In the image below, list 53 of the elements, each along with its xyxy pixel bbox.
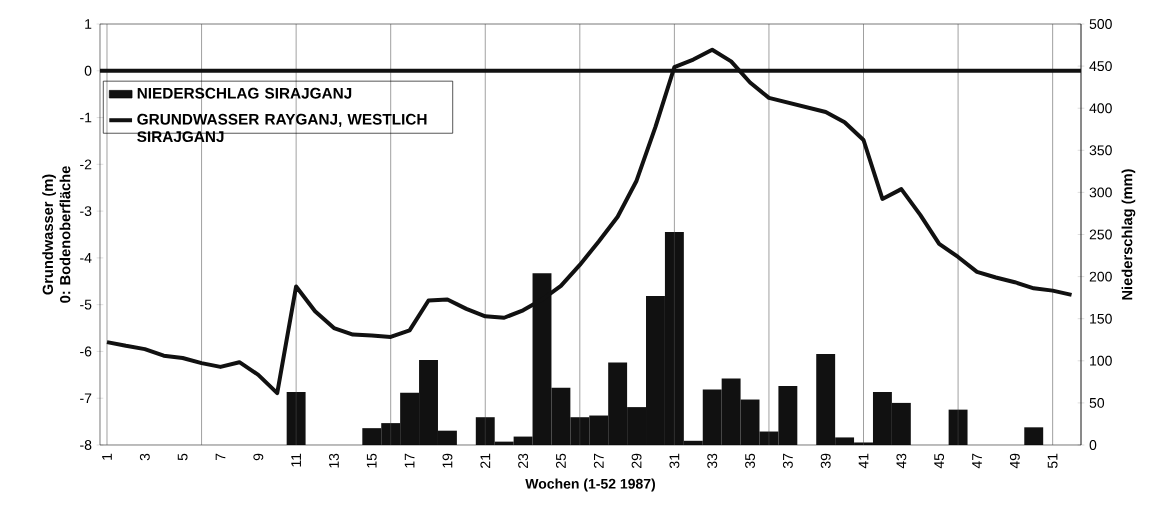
x-tick-label: 41 xyxy=(858,453,869,469)
y-tick-label: -7 xyxy=(80,393,92,404)
y-tick-label: -8 xyxy=(80,440,92,450)
legend-label: GRUNDWASSER RAYGANJ, WESTLICH SIRAJGANJ xyxy=(137,113,427,143)
y-axis-title: Grundwasser (m) 0: Bodenoberfläche xyxy=(42,166,71,303)
x-tick-label: 15 xyxy=(366,453,377,468)
y-tick-label: -6 xyxy=(80,346,92,357)
y2-tick-label: 50 xyxy=(1089,397,1105,408)
y-tick-label: -1 xyxy=(80,112,92,123)
y-tick-label: 0 xyxy=(84,65,92,76)
bar xyxy=(1024,427,1044,445)
x-tick-label: 25 xyxy=(555,453,566,468)
y-tick-label: -2 xyxy=(80,159,92,170)
x-tick-label: 49 xyxy=(1009,453,1020,469)
y2-tick-label: 200 xyxy=(1089,271,1112,282)
x-tick-label: 23 xyxy=(518,453,529,468)
x-tick-label: 51 xyxy=(1047,453,1058,469)
y2-tick-label: 100 xyxy=(1090,355,1112,366)
x-tick-label: 45 xyxy=(934,453,945,469)
y2-tick-label: 400 xyxy=(1089,103,1112,114)
y2-tick-label: 250 xyxy=(1089,229,1112,240)
x-tick-label: 21 xyxy=(480,453,491,468)
x-tick-label: 13 xyxy=(329,453,339,468)
x-tick-label: 17 xyxy=(404,453,415,468)
x-tick-label: 7 xyxy=(215,453,226,461)
x-tick-label: 37 xyxy=(782,453,793,469)
y2-tick-label: 150 xyxy=(1090,313,1112,324)
x-tick-label: 1 xyxy=(102,453,112,460)
x-tick-label: 5 xyxy=(177,453,188,461)
y2-tick-label: 500 xyxy=(1089,19,1112,29)
x-tick-label: 43 xyxy=(896,453,907,469)
x-tick-label: 29 xyxy=(631,453,642,468)
x-tick-label: 31 xyxy=(669,453,680,469)
y-tick-label: -4 xyxy=(80,253,92,263)
x-tick-label: 35 xyxy=(745,453,755,469)
y2-tick-label: 300 xyxy=(1089,187,1112,198)
x-tick-label: 11 xyxy=(291,453,301,467)
x-tick-label: 19 xyxy=(442,453,453,468)
legend-label: NIEDERSCHLAG SIRAJGANJ xyxy=(137,87,352,99)
x-tick-label: 3 xyxy=(139,453,150,461)
x-tick-label: 9 xyxy=(253,453,264,461)
y2-tick-label: 350 xyxy=(1089,145,1112,156)
x-tick-label: 33 xyxy=(707,453,718,469)
y-tick-label: -3 xyxy=(80,206,92,217)
x-tick-label: 27 xyxy=(593,453,604,468)
x-axis-title: Wochen (1-52 1987) xyxy=(525,478,656,492)
x-tick-label: 39 xyxy=(820,453,831,469)
y-tick-label: -5 xyxy=(80,299,92,310)
y2-tick-label: 450 xyxy=(1089,61,1112,72)
y2-axis-title: Niederschlag (mm) xyxy=(1121,169,1136,300)
x-tick-label: 47 xyxy=(972,453,982,469)
y-tick-label: 1 xyxy=(85,19,92,29)
y2-tick-label: 0 xyxy=(1089,440,1097,450)
